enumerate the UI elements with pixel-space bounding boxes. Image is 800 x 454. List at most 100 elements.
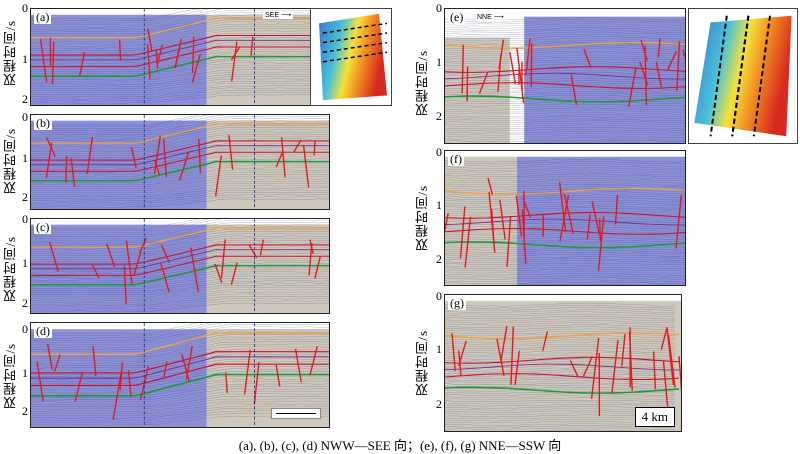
reflector-line bbox=[445, 307, 676, 311]
reflector-line bbox=[31, 9, 224, 24]
reflector-line bbox=[445, 324, 676, 328]
fault-line bbox=[667, 51, 677, 70]
reflector-line bbox=[31, 73, 329, 85]
reflector-line bbox=[445, 234, 685, 238]
reflector-line bbox=[445, 103, 685, 107]
reflector-line bbox=[31, 198, 329, 208]
reflector-line bbox=[445, 116, 685, 119]
reflector-line bbox=[445, 101, 685, 105]
reflector-line bbox=[31, 286, 329, 298]
reflector-line bbox=[445, 133, 685, 136]
tick-b-0: 0 bbox=[22, 110, 28, 124]
fault-line bbox=[275, 364, 281, 387]
reflector-line bbox=[445, 33, 685, 38]
reflector-line bbox=[31, 346, 329, 362]
fault-line bbox=[525, 38, 531, 76]
fault-line bbox=[160, 244, 170, 263]
reflector-line bbox=[31, 76, 329, 87]
reflector-line bbox=[445, 175, 685, 179]
reflector-line bbox=[31, 189, 329, 200]
location-map-inset-e bbox=[688, 8, 798, 144]
reflector-line bbox=[445, 283, 665, 285]
reflector-line bbox=[31, 331, 329, 348]
reflector-line bbox=[445, 18, 685, 23]
reflector-line bbox=[445, 316, 676, 320]
horizon-line bbox=[31, 363, 329, 386]
reflectors bbox=[31, 219, 329, 312]
reflector-line bbox=[31, 165, 329, 177]
fault-line bbox=[280, 137, 286, 178]
reflector-line bbox=[445, 118, 685, 121]
fault-line bbox=[509, 52, 517, 85]
tick-e-0: 0 bbox=[436, 1, 442, 15]
reflector-line bbox=[31, 388, 329, 401]
reflector-line bbox=[31, 21, 329, 36]
reflector-line bbox=[31, 80, 329, 91]
reflector-line bbox=[31, 135, 329, 150]
reflector-line bbox=[31, 280, 329, 291]
reflector-line bbox=[445, 252, 685, 255]
reflector-line bbox=[445, 131, 685, 134]
reflector-line bbox=[445, 397, 676, 401]
reflector-line bbox=[445, 90, 685, 94]
reflector-line bbox=[31, 131, 329, 146]
fault-line bbox=[214, 263, 223, 283]
tick-f-2: 2 bbox=[436, 252, 442, 266]
reflector-line bbox=[445, 107, 685, 111]
reflector-line bbox=[445, 162, 685, 167]
tick-a-0: 0 bbox=[22, 1, 28, 15]
reflector-line bbox=[31, 293, 329, 304]
reflector-line bbox=[31, 32, 329, 47]
reflector-line bbox=[31, 87, 329, 98]
reflector-line bbox=[31, 289, 329, 300]
reflector-line bbox=[31, 324, 329, 341]
fault-line bbox=[112, 371, 123, 420]
fault-line bbox=[106, 243, 116, 268]
reflector-line bbox=[31, 302, 329, 312]
fault-line bbox=[147, 28, 153, 52]
reflector-line bbox=[31, 257, 329, 271]
fault-line bbox=[174, 46, 181, 68]
reflector-line bbox=[31, 53, 329, 66]
reflector-line bbox=[445, 281, 685, 284]
profile-line bbox=[322, 51, 388, 63]
reflector-line bbox=[31, 343, 329, 360]
reflector-line bbox=[445, 339, 676, 343]
tick-d-0: 0 bbox=[22, 322, 28, 336]
reflector-line bbox=[31, 336, 329, 353]
horizon-line bbox=[31, 244, 329, 265]
horizon-line bbox=[445, 41, 685, 49]
reflector-line bbox=[31, 226, 329, 242]
fault-line bbox=[163, 361, 168, 378]
fault-line bbox=[230, 262, 238, 285]
reflector-line bbox=[445, 97, 685, 101]
reflector-line bbox=[445, 207, 685, 211]
small-scale-bar-line bbox=[276, 413, 316, 414]
fault-line bbox=[458, 340, 467, 367]
horizon-line bbox=[445, 332, 680, 340]
reflector-line bbox=[31, 400, 329, 412]
fault-line bbox=[496, 338, 505, 376]
horizon-line bbox=[31, 145, 329, 166]
reflector-line bbox=[445, 309, 676, 313]
fault-line bbox=[662, 360, 670, 416]
fault-line bbox=[253, 362, 260, 405]
horizon-line bbox=[31, 39, 329, 61]
fault-line bbox=[225, 372, 228, 393]
reflector-line bbox=[445, 367, 676, 371]
reflector-line bbox=[31, 9, 199, 20]
reflector-line bbox=[445, 120, 685, 123]
seismic-gray-zone bbox=[206, 224, 329, 313]
reflector-line bbox=[31, 253, 329, 267]
reflector-line bbox=[31, 71, 329, 83]
profile-line bbox=[322, 41, 388, 53]
reflector-line bbox=[445, 395, 676, 398]
reflector-line bbox=[31, 222, 329, 237]
reflector-line bbox=[445, 341, 676, 345]
horizon-line bbox=[31, 264, 329, 286]
map-area bbox=[694, 15, 792, 137]
reflector-line bbox=[445, 273, 685, 276]
profile-line bbox=[322, 22, 388, 34]
reflector-line bbox=[445, 218, 685, 222]
reflector-line bbox=[31, 51, 329, 64]
